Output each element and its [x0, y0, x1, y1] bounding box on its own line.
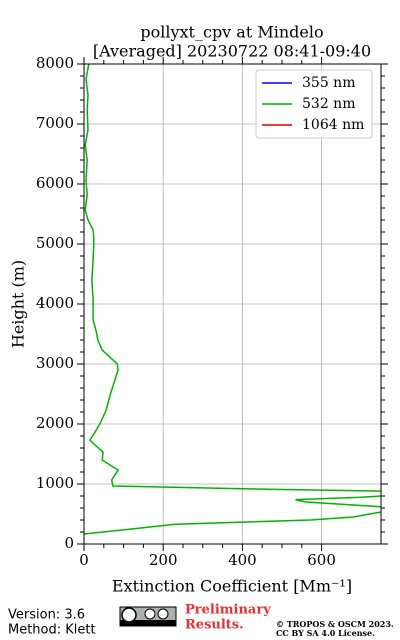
version: Version: 3.6	[8, 608, 85, 623]
y-tick-label: 0	[64, 534, 74, 552]
y-tick-label: 4000	[36, 294, 74, 312]
legend-label: 355 nm	[302, 75, 355, 91]
y-axis-label: Height (m)	[9, 260, 28, 348]
plot-area: 0 200 400 600010002000300040005000600070008…	[36, 54, 388, 569]
license-badge	[119, 606, 177, 627]
notice: Preliminary	[185, 603, 271, 618]
x-tick-label: 600	[307, 551, 336, 569]
y-tick-label: 7000	[36, 114, 74, 132]
y-tick-label: 2000	[36, 414, 74, 432]
legend-label: 1064 nm	[302, 117, 364, 133]
x-axis-label: Extinction Coefficient [Mm⁻¹]	[112, 577, 352, 596]
y-tick-label: 5000	[36, 234, 74, 252]
chart-title: pollyxt_cpv at Mindelo	[140, 23, 323, 42]
chart-subtitle: [Averaged] 20230722 08:41-09:40	[93, 42, 371, 61]
x-tick-label: 400	[228, 551, 257, 569]
y-tick-label: 6000	[36, 174, 74, 192]
x-tick-label: 200	[149, 551, 178, 569]
legend-label: 532 nm	[302, 96, 355, 112]
plot-frame	[83, 63, 382, 545]
copyright: CC BY SA 4.0 License.	[276, 628, 375, 638]
legend-box	[255, 69, 373, 139]
method: Method: Klett	[8, 623, 96, 638]
notice: Results.	[185, 618, 244, 633]
y-tick-label: 3000	[36, 354, 74, 372]
copyright: © TROPOS & OSCM 2023.	[276, 619, 394, 629]
y-tick-label: 8000	[36, 54, 74, 72]
profile-line	[84, 64, 381, 535]
y-tick-label: 1000	[36, 474, 74, 492]
x-tick-label: 0	[79, 551, 89, 569]
